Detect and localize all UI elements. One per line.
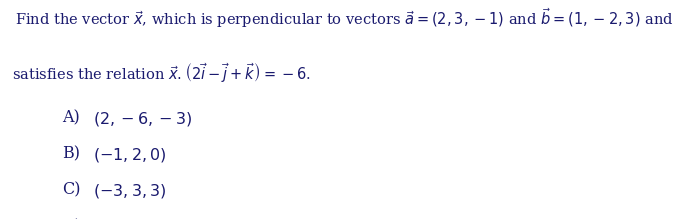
Text: $(-1,2,0)$: $(-1,2,0)$	[93, 146, 166, 164]
Text: C): C)	[62, 182, 80, 199]
Text: D): D)	[62, 218, 81, 219]
Text: satisfies the relation $\vec{x}.\left(2\vec{i} - \vec{j} + \vec{k}\right) = -6$.: satisfies the relation $\vec{x}.\left(2\…	[12, 61, 311, 85]
Text: $(2,-2,-1)$: $(2,-2,-1)$	[93, 218, 192, 219]
Text: $(-3,3,3)$: $(-3,3,3)$	[93, 182, 166, 200]
Text: B): B)	[62, 146, 80, 163]
Text: Find the vector $\vec{x}$, which is perpendicular to vectors $\vec{a} = (2,3,-1): Find the vector $\vec{x}$, which is perp…	[14, 7, 674, 30]
Text: $(2,-6,-3)$: $(2,-6,-3)$	[93, 110, 192, 127]
Text: A): A)	[62, 110, 80, 127]
